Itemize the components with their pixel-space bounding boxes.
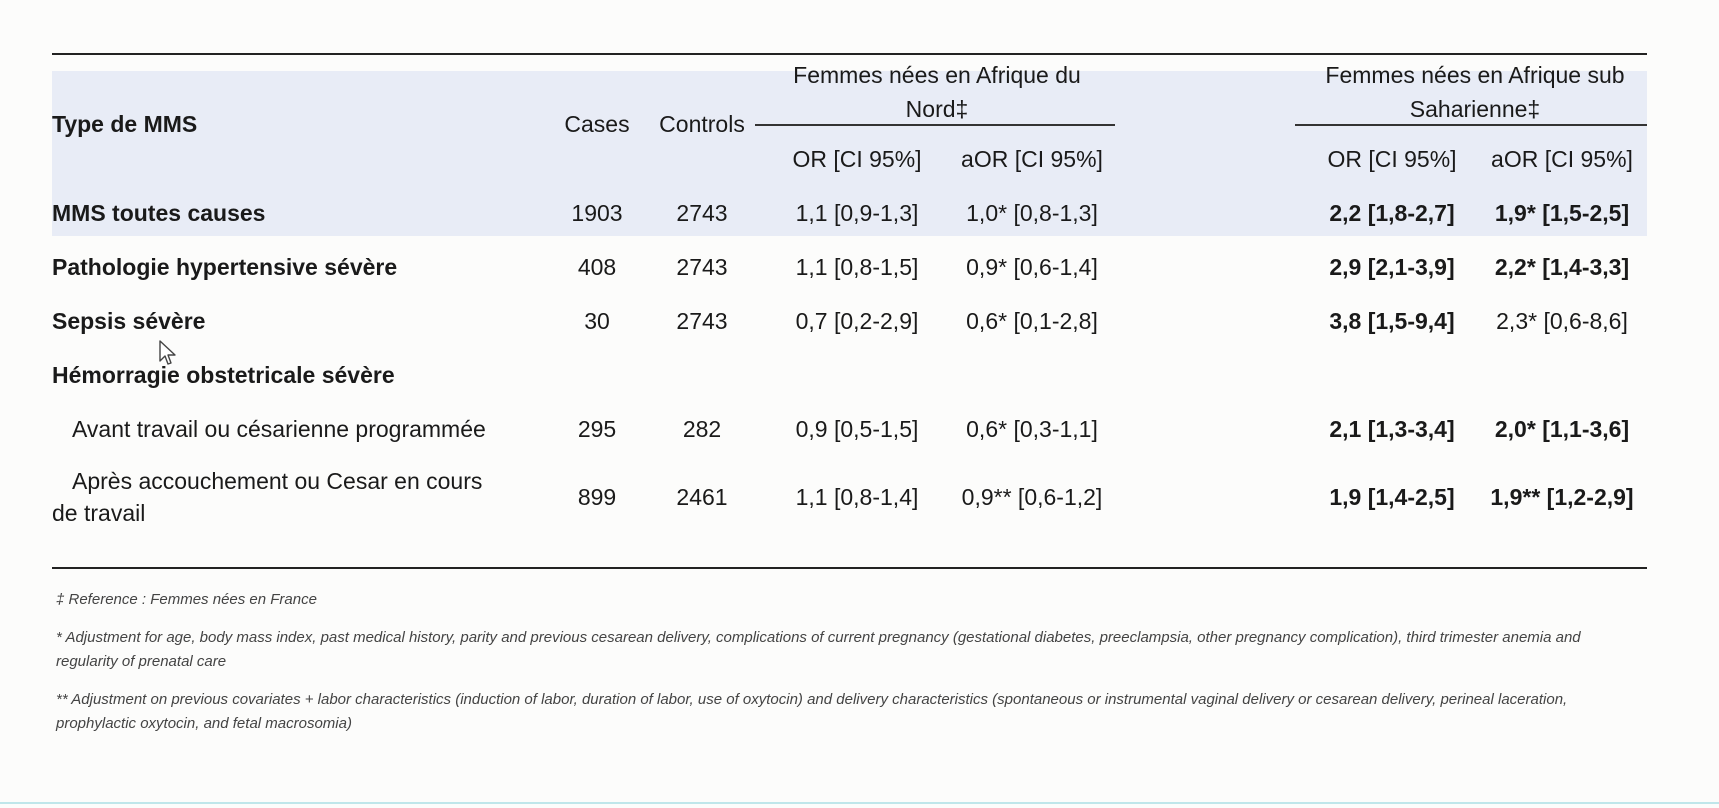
- row-aor-nord: 0,9* [0,6-1,4]: [966, 254, 1098, 280]
- header-controls: Controls: [659, 111, 745, 137]
- row-aor-sub: 2,2* [1,4-3,3]: [1494, 254, 1630, 280]
- row-aor-sub: 2,0* [1,1-3,6]: [1494, 416, 1630, 442]
- row-label: MMS toutes causes: [52, 200, 266, 226]
- row-or-nord: 0,9 [0,5-1,5]: [795, 416, 919, 442]
- header-group-afrique-sub: Femmes nées en Afrique sub Saharienne‡: [1325, 62, 1625, 122]
- row-aor-nord: 0,6* [0,3-1,1]: [966, 416, 1098, 442]
- footnotes: ‡ Reference : Femmes nées en France * Ad…: [56, 588, 1636, 750]
- row-label: Sepsis sévère: [52, 308, 206, 334]
- footnote-adjustment: * Adjustment for age, body mass index, p…: [56, 629, 1581, 670]
- row-aor-nord: 0,9** [0,6-1,2]: [961, 484, 1103, 510]
- bottom-accent-line: [0, 802, 1719, 804]
- row-label-line2: de travail: [52, 500, 146, 526]
- header-or-nord: OR [CI 95%]: [792, 146, 922, 172]
- row-aor-sub: 1,9* [1,5-2,5]: [1494, 200, 1630, 226]
- row-or-nord: 1,1 [0,8-1,4]: [795, 484, 919, 510]
- row-or-sub: 1,9 [1,4-2,5]: [1329, 484, 1455, 510]
- header-aor-sub: aOR [CI 95%]: [1491, 146, 1633, 172]
- header-group-afrique-nord: Femmes nées en Afrique du Nord‡: [793, 62, 1081, 122]
- row-aor-nord: 0,6* [0,1-2,8]: [966, 308, 1098, 334]
- row-label: Avant travail ou césarienne programmée: [72, 416, 486, 442]
- row-or-nord: 1,1 [0,8-1,5]: [795, 254, 919, 280]
- table-header-background: [52, 71, 1647, 236]
- footnote-reference: ‡ Reference : Femmes nées en France: [56, 591, 317, 608]
- table-bottom-rule: [52, 567, 1647, 569]
- row-controls: 2743: [676, 308, 728, 334]
- footnote-adjustment-2: ** Adjustment on previous covariates + l…: [56, 691, 1568, 732]
- row-controls: 2743: [676, 200, 728, 226]
- row-controls: 2461: [676, 484, 728, 510]
- group-nord-rule: [755, 124, 1115, 126]
- row-cases: 295: [577, 416, 617, 442]
- group-sub-rule: [1295, 124, 1647, 126]
- row-cases: 899: [577, 484, 617, 510]
- header-cases: Cases: [564, 111, 630, 137]
- row-controls: 282: [682, 416, 722, 442]
- row-label-line1: Après accouchement ou Cesar en cours: [72, 468, 483, 494]
- header-type: Type de MMS: [52, 111, 198, 137]
- row-or-nord: 0,7 [0,2-2,9]: [795, 308, 919, 334]
- row-controls: 2743: [676, 254, 728, 280]
- table-top-rule: [52, 53, 1647, 55]
- row-cases: 30: [584, 308, 610, 334]
- header-aor-nord: aOR [CI 95%]: [961, 146, 1103, 172]
- row-cases: 1903: [571, 200, 623, 226]
- row-aor-sub: 1,9** [1,2-2,9]: [1490, 484, 1634, 510]
- section-label: Hémorragie obstetricale sévère: [52, 362, 395, 388]
- header-or-sub: OR [CI 95%]: [1327, 146, 1457, 172]
- row-or-sub: 3,8 [1,5-9,4]: [1329, 308, 1455, 334]
- row-aor-nord: 1,0* [0,8-1,3]: [966, 200, 1098, 226]
- row-or-nord: 1,1 [0,9-1,3]: [795, 200, 919, 226]
- mouse-cursor-icon: [159, 340, 177, 366]
- row-or-sub: 2,9 [2,1-3,9]: [1329, 254, 1455, 280]
- row-or-sub: 2,1 [1,3-3,4]: [1329, 416, 1455, 442]
- row-aor-sub: 2,3* [0,6-8,6]: [1496, 308, 1628, 334]
- row-label: Pathologie hypertensive sévère: [52, 254, 398, 280]
- row-or-sub: 2,2 [1,8-2,7]: [1329, 200, 1455, 226]
- row-cases: 408: [577, 254, 617, 280]
